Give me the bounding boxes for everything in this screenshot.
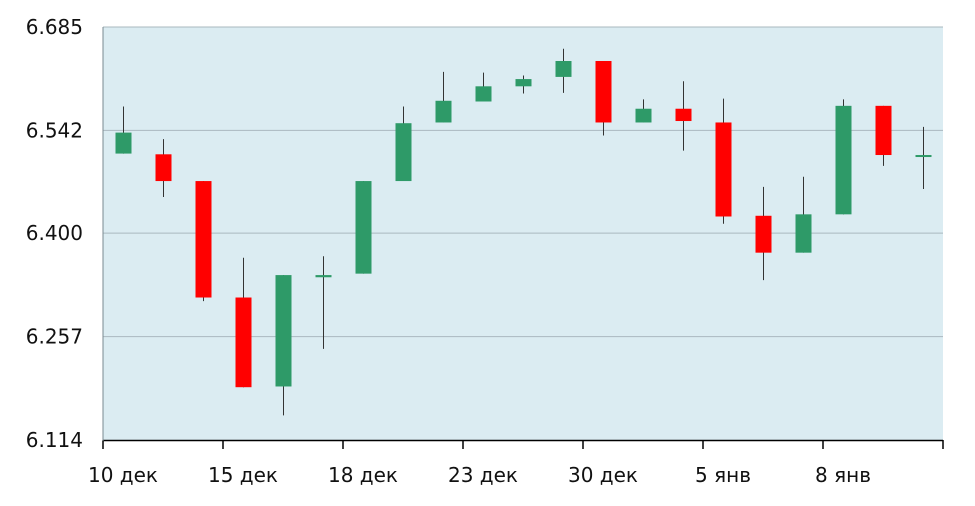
candle-body-up <box>475 86 492 102</box>
candle <box>875 105 892 166</box>
x-tick-label: 5 янв <box>695 463 751 487</box>
x-axis-tick-labels: 10 дек 15 дек 18 дек 23 дек 30 дек 5 янв 8 янв <box>88 463 871 487</box>
y-tick-label: 6.685 <box>26 15 83 39</box>
candle-body-down <box>875 105 892 156</box>
candle-body-up <box>315 275 332 278</box>
candle <box>635 99 652 123</box>
candle-body-down <box>195 181 212 298</box>
candle <box>435 71 452 123</box>
candle <box>715 98 732 224</box>
candle-body-up <box>275 275 292 387</box>
y-axis-tick-labels: 6.685 6.542 6.400 6.257 6.114 <box>26 15 83 452</box>
candle-body-up <box>515 79 532 87</box>
x-axis <box>102 27 944 449</box>
candle-body-up <box>555 60 572 77</box>
candle-body-up <box>915 155 932 158</box>
x-tick-label: 10 дек <box>88 463 158 487</box>
candle-body-up <box>795 214 812 253</box>
y-tick-label: 6.257 <box>26 325 83 349</box>
candle <box>195 181 212 302</box>
candle <box>115 106 132 154</box>
candle <box>515 75 532 94</box>
x-tick-label: 15 дек <box>208 463 278 487</box>
candle <box>275 275 292 416</box>
candle <box>315 256 332 349</box>
x-tick-label: 8 янв <box>815 463 871 487</box>
y-tick-label: 6.400 <box>26 221 83 245</box>
candle <box>555 48 572 93</box>
y-tick-label: 6.114 <box>26 428 83 452</box>
y-tick-label: 6.542 <box>26 118 83 142</box>
candle <box>595 60 612 136</box>
candle <box>835 99 852 215</box>
candle <box>675 81 692 151</box>
candle-body-up <box>395 123 412 182</box>
candle <box>395 106 412 182</box>
candle-body-up <box>835 105 852 215</box>
candle-body-up <box>355 181 372 274</box>
candle <box>795 176 812 253</box>
candle-body-down <box>235 297 252 388</box>
x-tick-label: 30 дек <box>568 463 638 487</box>
candle <box>355 181 372 274</box>
candle-body-up <box>435 100 452 123</box>
candle <box>235 257 252 388</box>
candle-body-down <box>155 154 172 182</box>
candle-body-up <box>635 108 652 123</box>
candle <box>755 186 772 281</box>
candle-body-up <box>115 132 132 154</box>
candle-body-down <box>595 60 612 123</box>
x-tick-label: 18 дек <box>328 463 398 487</box>
candle-body-down <box>675 108 692 122</box>
candle <box>155 139 172 197</box>
candle <box>915 126 932 190</box>
candle-body-down <box>715 122 732 217</box>
candles <box>115 48 932 416</box>
candle <box>475 72 492 102</box>
x-tick-label: 23 дек <box>448 463 518 487</box>
candle-body-down <box>755 215 772 253</box>
